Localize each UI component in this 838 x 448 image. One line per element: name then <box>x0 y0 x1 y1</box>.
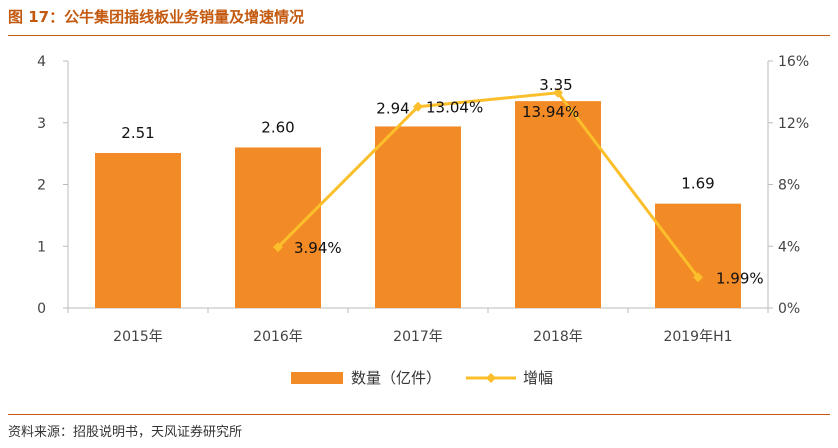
y-right-tick-label: 4% <box>778 239 800 255</box>
title-rule <box>8 35 830 36</box>
growth-value-label: 1.99% <box>716 269 764 287</box>
y-left-tick-label: 3 <box>37 116 46 132</box>
growth-value-label: 13.04% <box>426 99 483 117</box>
growth-value-label: 3.94% <box>294 239 342 257</box>
source-note: 资料来源：招股说明书，天风证券研究所 <box>8 425 243 440</box>
line-point <box>273 242 283 253</box>
y-right-tick-label: 16% <box>778 54 809 70</box>
bar-value-label: 2.51 <box>121 124 154 142</box>
bar <box>95 153 181 308</box>
y-right-tick-label: 0% <box>778 301 800 317</box>
bar-value-label: 3.35 <box>539 76 572 94</box>
legend-line-label: 增幅 <box>523 369 553 387</box>
source-rule <box>8 414 830 415</box>
x-tick-label: 2017年 <box>393 329 443 345</box>
line-point <box>413 101 423 112</box>
legend-bar-swatch <box>291 372 343 384</box>
bar <box>375 126 461 308</box>
growth-line <box>276 91 700 279</box>
legend-bar-label: 数量（亿件） <box>351 369 441 387</box>
line-point <box>553 87 563 98</box>
bar-value-label: 2.60 <box>261 118 294 136</box>
growth-value-label: 13.94% <box>522 103 579 121</box>
x-tick-label: 2016年 <box>253 329 303 345</box>
y-right-tick-label: 8% <box>778 178 800 194</box>
bar <box>235 147 321 308</box>
chart: 0 1 2 3 4 0% 4% 8% 12% 16% 2015年 2016年 2017年 2018年 201… <box>37 54 809 387</box>
figure-title: 图 17：公牛集团插线板业务销量及增速情况 <box>8 8 305 26</box>
y-left-tick-label: 2 <box>37 178 46 194</box>
y-left-tick-label: 0 <box>37 301 46 317</box>
bar <box>515 101 601 308</box>
legend-line-marker <box>486 373 496 383</box>
x-tick-label: 2019年H1 <box>663 329 732 345</box>
y-left-tick-label: 4 <box>37 54 46 70</box>
bar-value-label: 2.94 <box>376 99 409 117</box>
y-left-tick-label: 1 <box>37 239 46 255</box>
y-right-tick-label: 12% <box>778 116 809 132</box>
bar <box>655 203 741 308</box>
x-tick-label: 2018年 <box>533 329 583 345</box>
line-point <box>693 272 703 283</box>
x-tick-label: 2015年 <box>113 329 163 345</box>
bar-value-label: 1.69 <box>681 175 714 193</box>
